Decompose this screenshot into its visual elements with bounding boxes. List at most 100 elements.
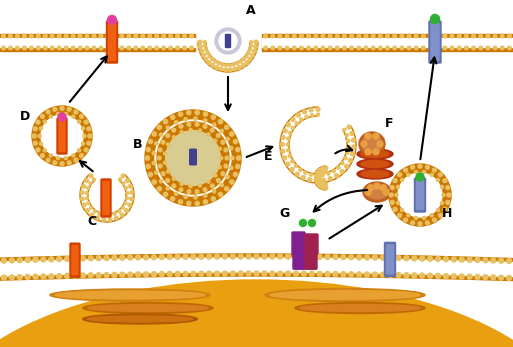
Circle shape xyxy=(46,110,50,114)
Circle shape xyxy=(41,274,46,279)
Circle shape xyxy=(506,276,511,280)
Circle shape xyxy=(158,148,162,152)
Circle shape xyxy=(155,46,159,50)
Circle shape xyxy=(15,46,19,50)
Circle shape xyxy=(103,214,106,217)
Circle shape xyxy=(395,194,398,196)
Circle shape xyxy=(46,158,50,162)
Circle shape xyxy=(207,180,210,183)
Circle shape xyxy=(389,164,451,226)
Circle shape xyxy=(9,275,14,280)
Circle shape xyxy=(415,34,418,38)
Circle shape xyxy=(357,34,361,38)
Ellipse shape xyxy=(88,305,208,312)
Circle shape xyxy=(219,166,221,169)
Circle shape xyxy=(429,46,432,50)
Circle shape xyxy=(319,180,322,183)
Circle shape xyxy=(430,173,433,176)
Circle shape xyxy=(120,255,125,260)
Circle shape xyxy=(350,34,353,38)
Circle shape xyxy=(220,67,223,71)
Circle shape xyxy=(171,197,175,201)
Circle shape xyxy=(198,40,202,44)
FancyBboxPatch shape xyxy=(57,118,67,154)
Circle shape xyxy=(112,255,117,260)
Circle shape xyxy=(96,256,101,261)
Circle shape xyxy=(2,34,5,38)
Circle shape xyxy=(247,52,250,54)
Circle shape xyxy=(190,34,193,38)
Circle shape xyxy=(114,216,118,220)
Circle shape xyxy=(437,209,440,212)
FancyBboxPatch shape xyxy=(385,243,396,277)
FancyBboxPatch shape xyxy=(70,243,80,277)
Circle shape xyxy=(309,108,313,112)
Circle shape xyxy=(423,217,426,220)
Circle shape xyxy=(134,46,137,50)
Circle shape xyxy=(407,214,410,217)
Circle shape xyxy=(350,132,354,135)
Circle shape xyxy=(371,34,375,38)
Circle shape xyxy=(25,257,30,262)
Circle shape xyxy=(341,255,346,260)
Circle shape xyxy=(300,118,303,121)
Polygon shape xyxy=(200,42,256,70)
Circle shape xyxy=(148,46,151,50)
Circle shape xyxy=(304,171,307,174)
FancyBboxPatch shape xyxy=(386,245,393,274)
Circle shape xyxy=(249,44,252,47)
Circle shape xyxy=(81,273,85,278)
FancyBboxPatch shape xyxy=(72,246,78,274)
Circle shape xyxy=(200,49,204,53)
Circle shape xyxy=(407,46,411,50)
Circle shape xyxy=(483,258,488,263)
Circle shape xyxy=(436,34,440,38)
Circle shape xyxy=(300,220,306,227)
Ellipse shape xyxy=(362,135,382,153)
Circle shape xyxy=(246,254,251,259)
Circle shape xyxy=(164,161,167,164)
Circle shape xyxy=(301,176,305,179)
Circle shape xyxy=(479,46,483,50)
Circle shape xyxy=(242,58,245,61)
Circle shape xyxy=(264,34,267,38)
Circle shape xyxy=(314,175,318,178)
Circle shape xyxy=(9,46,12,50)
Circle shape xyxy=(205,48,207,51)
Circle shape xyxy=(124,202,127,205)
Circle shape xyxy=(318,169,321,172)
Circle shape xyxy=(167,271,172,277)
Circle shape xyxy=(88,134,92,138)
Ellipse shape xyxy=(83,303,213,313)
Circle shape xyxy=(219,119,223,124)
Circle shape xyxy=(418,164,422,168)
Circle shape xyxy=(145,110,241,206)
Circle shape xyxy=(439,213,442,217)
Circle shape xyxy=(285,34,289,38)
Circle shape xyxy=(432,168,437,172)
Text: A: A xyxy=(246,4,255,17)
Circle shape xyxy=(207,271,212,276)
Circle shape xyxy=(78,34,82,38)
Circle shape xyxy=(230,132,234,136)
Ellipse shape xyxy=(361,151,389,158)
Circle shape xyxy=(187,110,191,115)
Circle shape xyxy=(432,218,437,222)
Circle shape xyxy=(499,258,504,263)
Circle shape xyxy=(327,172,330,175)
Circle shape xyxy=(60,162,64,166)
Circle shape xyxy=(443,179,447,183)
Circle shape xyxy=(167,143,170,146)
Circle shape xyxy=(307,46,310,50)
Circle shape xyxy=(343,46,346,50)
Circle shape xyxy=(162,46,166,50)
Circle shape xyxy=(299,168,302,171)
Circle shape xyxy=(314,179,319,183)
Circle shape xyxy=(83,134,86,137)
Circle shape xyxy=(436,273,441,278)
Ellipse shape xyxy=(55,291,205,299)
Circle shape xyxy=(211,58,213,61)
Circle shape xyxy=(254,40,258,44)
Circle shape xyxy=(15,34,19,38)
Polygon shape xyxy=(0,258,513,277)
